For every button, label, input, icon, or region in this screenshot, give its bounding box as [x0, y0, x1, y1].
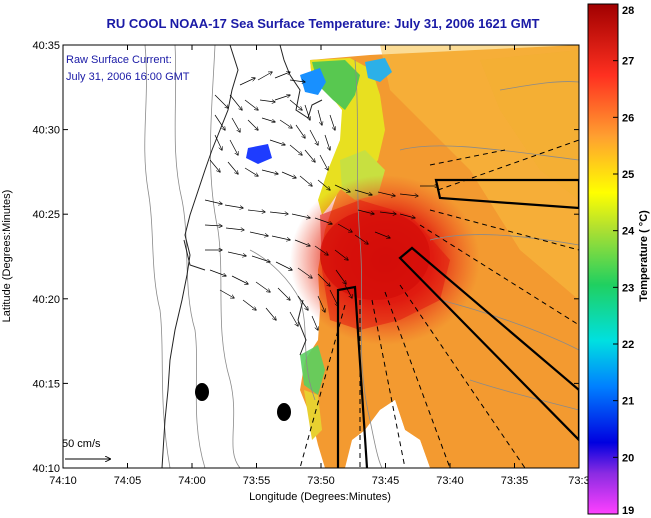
x-tick-label: 74:00 — [178, 475, 206, 487]
colorbar-tick-label: 27 — [622, 56, 634, 68]
sst-cold-patch-north — [300, 68, 326, 95]
sst-cool-patch — [365, 58, 392, 82]
x-tick-label: 73:3 — [568, 475, 589, 487]
plot-area — [63, 45, 579, 468]
mooring-marker-west — [195, 383, 209, 401]
colorbar-tick-label: 21 — [622, 396, 634, 408]
colorbar-tick-label: 26 — [622, 112, 634, 124]
map-title: RU COOL NOAA-17 Sea Surface Temperature:… — [106, 16, 539, 31]
x-axis: 74:10 74:05 74:00 73:55 73:50 73:45 73:40 73:35… — [49, 45, 590, 503]
mooring-marker-east — [277, 403, 291, 421]
colorbar-tick-label: 20 — [622, 452, 634, 464]
transect-dashed-lines — [299, 139, 579, 468]
colorbar-label: Temperature ( °C) — [638, 210, 650, 302]
coastline — [161, 45, 323, 468]
colorbar-tick-label: 25 — [622, 169, 634, 181]
transect-boxes — [336, 178, 579, 468]
x-tick-label: 74:10 — [49, 475, 77, 487]
sst-cold-spot — [246, 144, 272, 164]
annotation-line-1: Raw Surface Current: — [66, 54, 172, 66]
y-axis-label: Latitude (Degrees:Minutes) — [1, 190, 13, 323]
x-tick-label: 73:40 — [436, 475, 464, 487]
sst-south-yellow — [304, 390, 322, 440]
y-tick-label: 40:15 — [32, 378, 60, 390]
y-tick-label: 40:10 — [32, 463, 60, 475]
x-tick-label: 74:05 — [114, 475, 142, 487]
x-tick-label: 73:55 — [243, 475, 271, 487]
colorbar-tick-label: 24 — [622, 226, 635, 238]
x-axis-label: Longitude (Degrees:Minutes) — [249, 491, 391, 503]
annotation-line-2: July 31, 2006 16:00 GMT — [66, 71, 190, 83]
colorbar: 28 27 26 25 24 23 22 21 20 19 Temperature ( °C) — [587, 3, 650, 517]
colorbar-tick-label: 19 — [622, 505, 634, 517]
x-tick-label: 73:45 — [372, 475, 400, 487]
scale-label: 50 cm/s — [62, 438, 101, 450]
colorbar-gradient — [587, 3, 619, 515]
sst-nearshore-green — [312, 60, 360, 110]
x-tick-label: 73:35 — [501, 475, 529, 487]
colorbar-tick-label: 28 — [622, 5, 634, 17]
y-tick-label: 40:25 — [32, 209, 60, 221]
y-tick-label: 40:20 — [32, 294, 60, 306]
y-tick-label: 40:35 — [32, 40, 60, 52]
current-vectors — [204, 72, 438, 330]
y-tick-label: 40:30 — [32, 125, 60, 137]
y-axis: 40:35 40:30 40:25 40:20 40:15 40:10 Latitude … — [1, 40, 579, 475]
colorbar-tick-label: 23 — [622, 282, 634, 294]
colorbar-tick-label: 22 — [622, 339, 634, 351]
sst-northeast-patch — [480, 50, 579, 200]
x-tick-label: 73:50 — [307, 475, 335, 487]
